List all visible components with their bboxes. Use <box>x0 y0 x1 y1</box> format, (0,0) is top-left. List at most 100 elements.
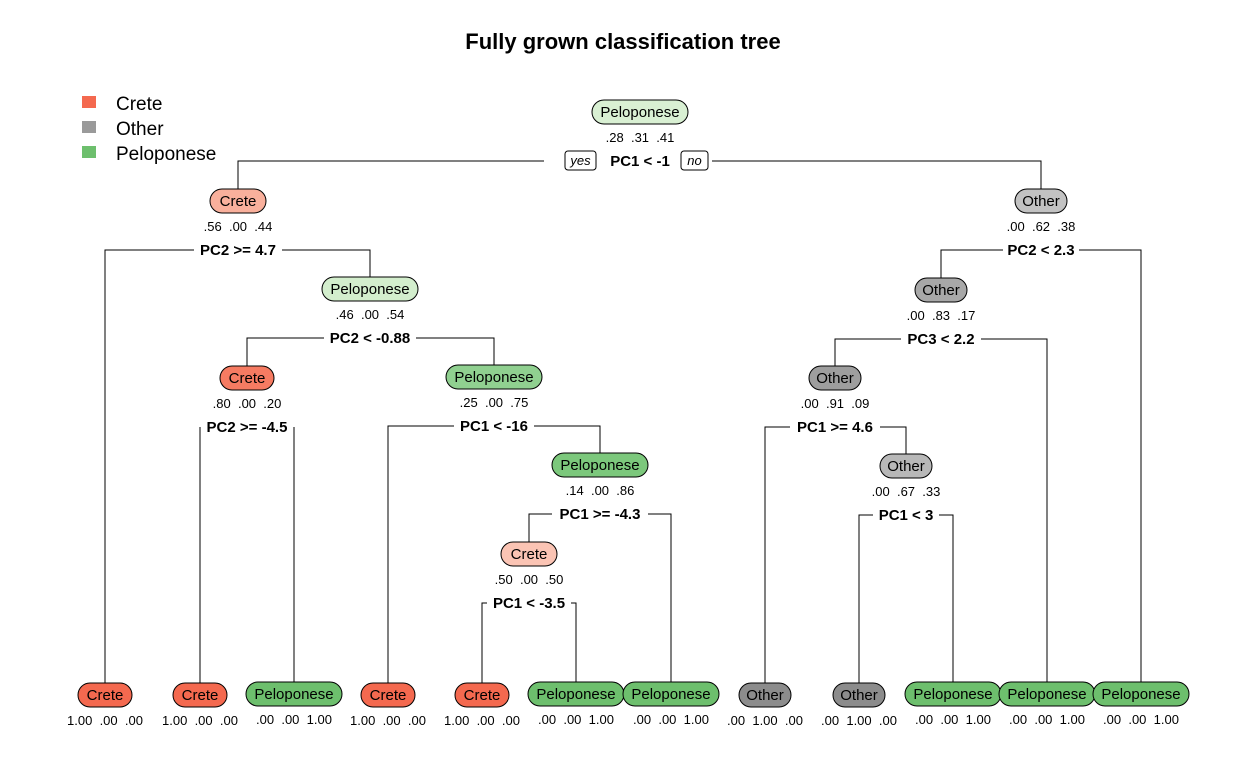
split-node: Peloponese .28 .31 .41 PC1 < -1 <box>591 99 689 170</box>
node-class-label: Peloponese <box>536 686 615 703</box>
node-class-label: Crete <box>511 546 548 563</box>
node-class-probabilities: .00 .91 .09 <box>801 396 870 411</box>
node-class-probabilities: .28 .31 .41 <box>606 130 675 145</box>
node-split-rule: PC1 < -1 <box>610 153 670 170</box>
node-class-label: Crete <box>229 370 266 387</box>
node-split-rule: PC1 >= 4.6 <box>797 419 873 436</box>
node-class-probabilities: .25 .00 .75 <box>460 395 529 410</box>
node-class-label: Other <box>922 282 960 299</box>
tree-edge-right <box>534 425 601 453</box>
node-split-rule: PC2 < 2.3 <box>1007 242 1074 259</box>
leaf-node: Other .00 1.00 .00 <box>727 682 803 728</box>
leaf-node: Peloponese .00 .00 1.00 <box>622 681 720 727</box>
yes-branch-label: yes <box>569 153 591 168</box>
node-class-probabilities: .14 .00 .86 <box>566 483 635 498</box>
node-box <box>209 188 267 214</box>
tree-edge-left <box>237 160 544 189</box>
node-box <box>321 276 419 302</box>
node-class-label: Other <box>1022 193 1060 210</box>
node-class-probabilities: 1.00 .00 .00 <box>162 713 238 728</box>
split-node: Other .00 .62 .38 PC2 < 2.3 <box>1007 188 1076 259</box>
tree-edge-right <box>880 426 907 454</box>
tree-edge-right <box>712 160 1042 189</box>
tree-nodes: Peloponese .28 .31 .41 PC1 < -1 Crete .56 .0… <box>67 99 1190 728</box>
node-box <box>245 681 343 707</box>
node-split-rule: PC1 >= -4.3 <box>560 506 641 523</box>
node-box <box>551 452 649 478</box>
leaf-node: Crete 1.00 .00 .00 <box>67 682 143 728</box>
node-box <box>219 365 275 391</box>
node-class-label: Crete <box>464 687 501 704</box>
node-class-label: Other <box>840 687 878 704</box>
node-class-probabilities: .00 .00 1.00 <box>538 712 614 727</box>
node-class-label: Crete <box>87 687 124 704</box>
node-class-label: Crete <box>182 687 219 704</box>
node-box <box>1014 188 1068 214</box>
node-split-rule: PC1 < -3.5 <box>493 595 565 612</box>
legend-swatch-peloponese <box>82 146 96 158</box>
legend-label-other: Other <box>116 119 164 140</box>
node-class-probabilities: .00 1.00 .00 <box>727 713 803 728</box>
node-box <box>808 365 862 391</box>
node-class-label: Peloponese <box>560 457 639 474</box>
node-box <box>172 682 228 708</box>
leaf-node: Peloponese .00 .00 1.00 <box>527 681 625 727</box>
node-class-label: Peloponese <box>1101 686 1180 703</box>
node-class-label: Other <box>746 687 784 704</box>
node-box <box>738 682 792 708</box>
node-class-label: Peloponese <box>600 104 679 121</box>
leaf-node: Crete 1.00 .00 .00 <box>444 682 520 728</box>
leaf-node: Crete 1.00 .00 .00 <box>350 682 426 728</box>
legend-label-peloponese: Peloponese <box>116 144 216 165</box>
diagram-title: Fully grown classification tree <box>465 29 780 54</box>
node-split-rule: PC2 >= 4.7 <box>200 242 276 259</box>
node-class-label: Crete <box>370 687 407 704</box>
tree-edge-right <box>939 514 954 682</box>
node-class-probabilities: .00 .62 .38 <box>1007 219 1076 234</box>
node-class-probabilities: .46 .00 .54 <box>336 307 405 322</box>
node-class-label: Other <box>887 458 925 475</box>
node-box <box>77 682 133 708</box>
tree-edge-right <box>1079 249 1142 682</box>
tree-edge-right <box>981 338 1048 682</box>
node-class-probabilities: .00 .83 .17 <box>907 308 976 323</box>
node-class-label: Peloponese <box>330 281 409 298</box>
yes-branch-box <box>564 150 597 171</box>
split-node: Other .00 .67 .33 PC1 < 3 <box>872 453 940 524</box>
node-split-rule: PC1 < -16 <box>460 418 528 435</box>
leaf-node: Peloponese .00 .00 1.00 <box>1092 681 1190 727</box>
legend-label-crete: Crete <box>116 94 162 115</box>
node-class-probabilities: .56 .00 .44 <box>204 219 273 234</box>
legend-swatch-crete <box>82 96 96 108</box>
legend: Crete Other Peloponese <box>82 94 216 165</box>
node-box <box>879 453 933 479</box>
split-node: Crete .50 .00 .50 PC1 < -3.5 <box>493 541 565 612</box>
node-split-rule: PC1 < 3 <box>879 507 934 524</box>
legend-swatch-other <box>82 121 96 133</box>
split-node: Crete .80 .00 .20 PC2 >= -4.5 <box>207 365 288 436</box>
node-class-probabilities: .00 .00 1.00 <box>633 712 709 727</box>
tree-edge-right <box>282 249 371 277</box>
split-node: Crete .56 .00 .44 PC2 >= 4.7 <box>200 188 276 259</box>
leaf-node: Peloponese .00 .00 1.00 <box>998 681 1096 727</box>
node-class-label: Other <box>816 370 854 387</box>
node-split-rule: PC3 < 2.2 <box>907 331 974 348</box>
node-split-rule: PC2 >= -4.5 <box>207 419 288 436</box>
split-node: Peloponese .25 .00 .75 PC1 < -16 <box>445 364 543 435</box>
node-class-label: Peloponese <box>913 686 992 703</box>
node-class-probabilities: 1.00 .00 .00 <box>444 713 520 728</box>
node-box <box>914 277 968 303</box>
node-class-probabilities: .00 .00 1.00 <box>256 712 332 727</box>
node-box <box>591 99 689 125</box>
tree-edge-left <box>481 602 487 683</box>
tree-edge-left <box>858 514 873 683</box>
node-class-probabilities: .00 .00 1.00 <box>915 712 991 727</box>
tree-edge-left <box>940 249 1003 278</box>
no-branch-box <box>680 150 709 171</box>
node-class-label: Peloponese <box>254 686 333 703</box>
split-node: Peloponese .14 .00 .86 PC1 >= -4.3 <box>551 452 649 523</box>
leaf-node: Peloponese .00 .00 1.00 <box>245 681 343 727</box>
tree-edge-right <box>571 602 577 682</box>
leaf-node: Other .00 1.00 .00 <box>821 682 897 728</box>
node-class-label: Peloponese <box>1007 686 1086 703</box>
